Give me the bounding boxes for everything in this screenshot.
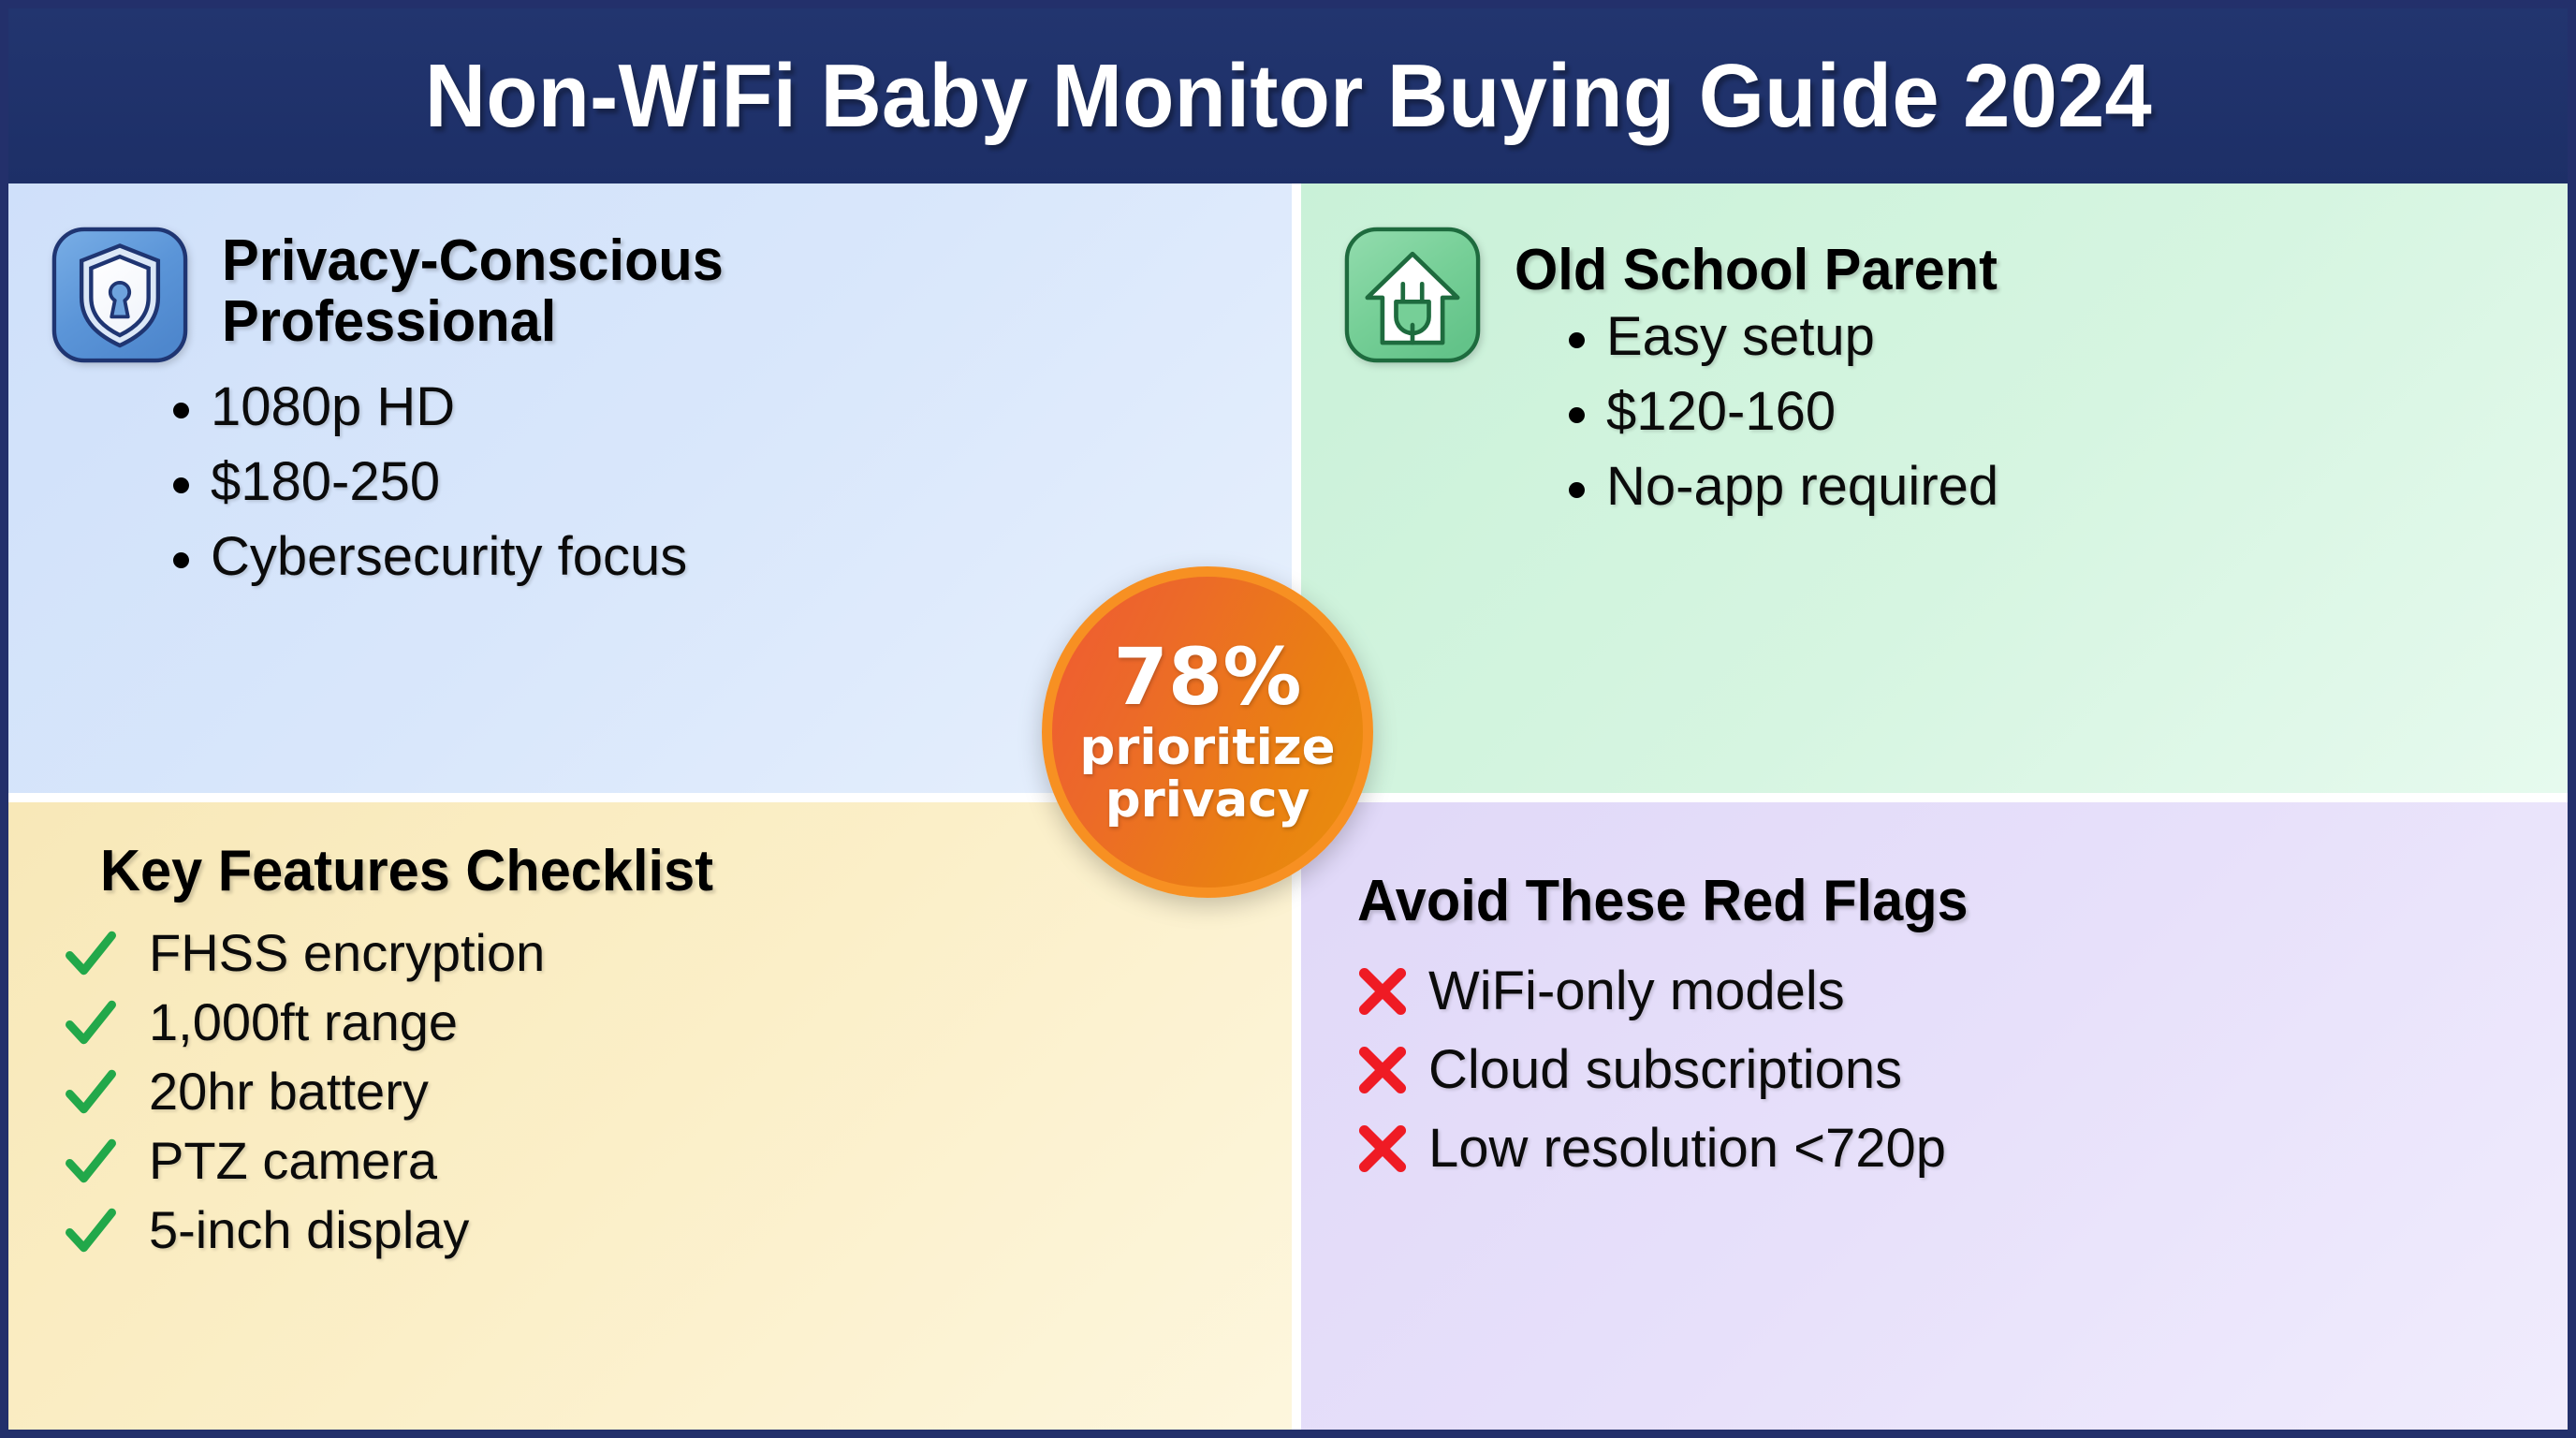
- list-item: FHSS encryption: [57, 925, 1254, 981]
- list-item: Cybersecurity focus: [153, 530, 1254, 584]
- red-flag-list: WiFi-only models Cloud subscriptions Low…: [1354, 962, 2530, 1178]
- list-item: 1,000ft range: [57, 994, 1254, 1050]
- check-icon: [66, 1138, 116, 1183]
- persona-header-row: Old School Parent Easy setup $120-160 No…: [1344, 227, 2530, 535]
- feature-list: Easy setup $120-160 No-app required: [1548, 310, 2530, 514]
- list-item: $120-160: [1548, 385, 2530, 439]
- list-item-label: Cloud subscriptions: [1428, 1039, 1903, 1100]
- quadrant-heading: Old School Parent: [1515, 238, 1998, 302]
- list-item: 5-inch display: [57, 1202, 1254, 1258]
- check-icon: [66, 1069, 116, 1114]
- list-item: Cloud subscriptions: [1354, 1041, 2530, 1099]
- list-item: PTZ camera: [57, 1133, 1254, 1189]
- list-item: 20hr battery: [57, 1064, 1254, 1120]
- quadrant-grid: Privacy-Conscious Professional 1080p HD …: [8, 183, 2568, 1430]
- shield-lock-icon: [51, 227, 188, 363]
- check-icon: [66, 1208, 116, 1253]
- quadrant-key-features-checklist: Key Features Checklist FHSS encryption 1…: [8, 802, 1292, 1430]
- list-item-label: PTZ camera: [149, 1131, 438, 1190]
- cross-icon: [1358, 967, 1407, 1016]
- check-icon: [66, 931, 116, 976]
- stat-badge-percent: 78%: [1113, 631, 1302, 724]
- list-item: No-app required: [1548, 460, 2530, 514]
- stat-badge: 78% prioritize privacy: [1042, 566, 1373, 898]
- quadrant-old-school-parent: Old School Parent Easy setup $120-160 No…: [1301, 183, 2568, 793]
- quadrant-heading: Avoid These Red Flags: [1357, 869, 1969, 933]
- list-item: 1080p HD: [153, 380, 1254, 434]
- persona-text-block: Privacy-Conscious Professional: [222, 227, 1254, 352]
- list-item-label: Low resolution <720p: [1428, 1118, 1947, 1179]
- quadrant-avoid-red-flags: Avoid These Red Flags WiFi-only models C…: [1301, 802, 2568, 1430]
- cross-icon: [1358, 1124, 1407, 1173]
- house-plug-icon: [1344, 227, 1481, 363]
- list-item-label: FHSS encryption: [149, 923, 546, 982]
- list-item-label: WiFi-only models: [1428, 961, 1845, 1021]
- list-item-label: 5-inch display: [149, 1200, 470, 1259]
- checklist: FHSS encryption 1,000ft range 20hr batte…: [57, 925, 1254, 1258]
- list-item: WiFi-only models: [1354, 962, 2530, 1020]
- quadrant-heading: Privacy-Conscious Professional: [222, 228, 724, 355]
- persona-text-block: Old School Parent Easy setup $120-160 No…: [1515, 227, 2530, 535]
- list-item: Easy setup: [1548, 310, 2530, 364]
- cross-icon: [1358, 1046, 1407, 1094]
- quadrant-heading: Key Features Checklist: [100, 839, 714, 903]
- persona-header-row: Privacy-Conscious Professional: [51, 227, 1254, 363]
- list-item: Low resolution <720p: [1354, 1120, 2530, 1178]
- quadrant-privacy-conscious-professional: Privacy-Conscious Professional 1080p HD …: [8, 183, 1292, 793]
- list-item: $180-250: [153, 455, 1254, 509]
- stat-badge-line1: prioritize: [1079, 719, 1336, 777]
- stat-badge-line2: privacy: [1105, 771, 1310, 829]
- header-bar: Non-WiFi Baby Monitor Buying Guide 2024: [8, 8, 2568, 183]
- check-icon: [66, 1000, 116, 1045]
- list-item-label: 1,000ft range: [149, 992, 459, 1051]
- page-title: Non-WiFi Baby Monitor Buying Guide 2024: [424, 45, 2152, 146]
- list-item-label: 20hr battery: [149, 1062, 429, 1121]
- feature-list: 1080p HD $180-250 Cybersecurity focus: [153, 380, 1254, 584]
